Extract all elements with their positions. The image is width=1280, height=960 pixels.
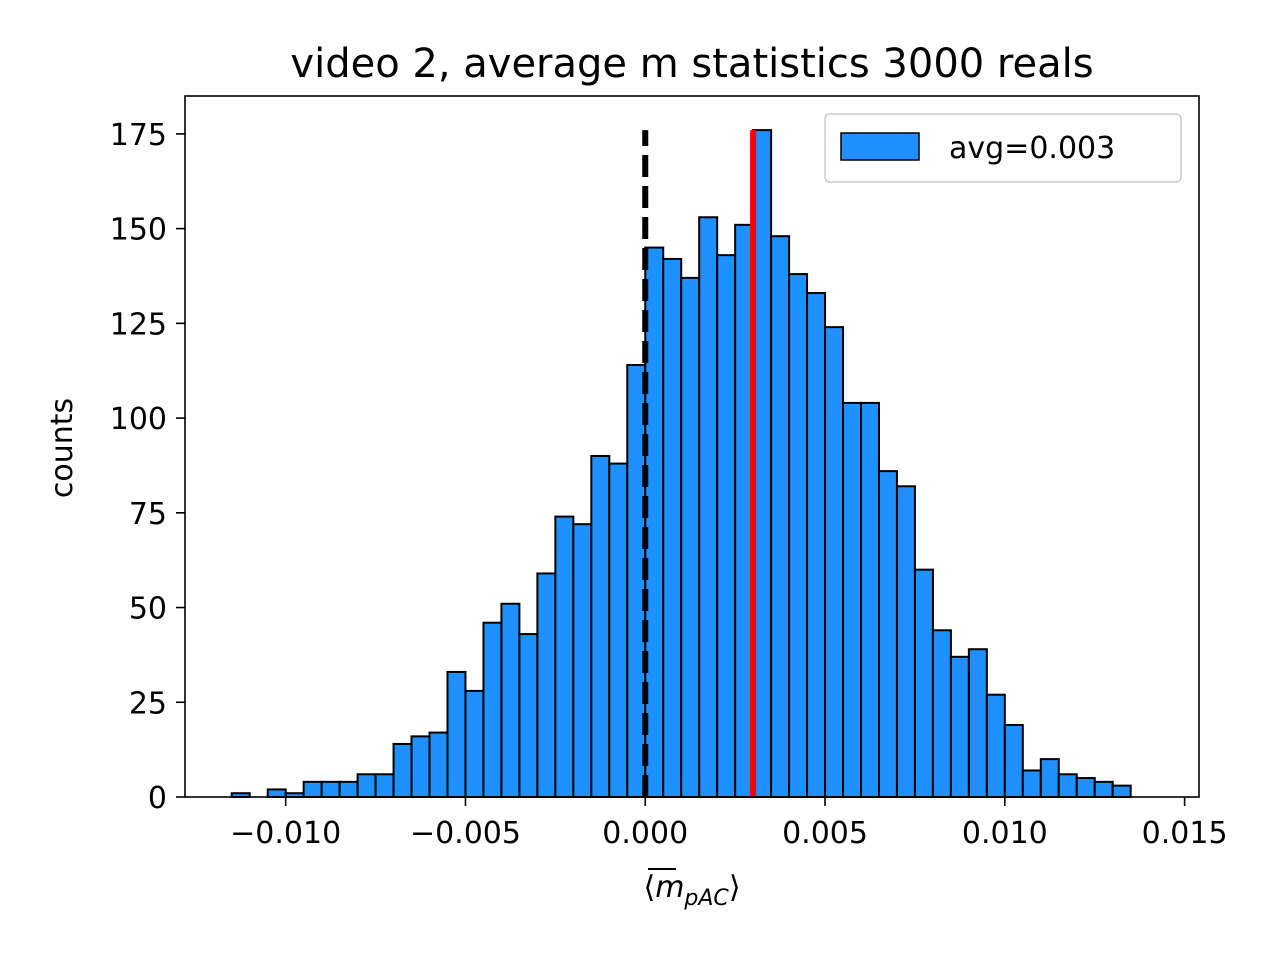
- plot-frame: [184, 95, 1200, 798]
- histogram-bar: [1111, 784, 1132, 799]
- histogram-bar: [967, 648, 988, 798]
- histogram-bar: [410, 735, 431, 799]
- histogram-bar: [1003, 724, 1024, 799]
- histogram-bar: [985, 693, 1006, 798]
- histogram-bar: [608, 462, 629, 798]
- histogram-bar: [572, 523, 593, 799]
- histogram-bar: [500, 602, 521, 798]
- histogram-bar: [698, 216, 719, 799]
- histogram-bar: [590, 454, 611, 798]
- histogram-bar: [770, 235, 791, 798]
- histogram-bar: [931, 629, 952, 799]
- histogram-bar: [877, 470, 898, 798]
- x-axis-ticks: −0.010 −0.005 0.000 0.005 0.010 0.015: [230, 797, 1228, 851]
- histogram-bar: [1039, 758, 1060, 798]
- x-axis-label: ⟨mpAC⟩: [643, 870, 740, 911]
- histogram-bar: [320, 780, 341, 799]
- y-tick-label: 125: [110, 307, 167, 342]
- histogram-bar: [446, 670, 467, 799]
- y-tick-label: 0: [148, 781, 167, 816]
- histogram-bar: [913, 568, 934, 798]
- histogram-bar: [338, 780, 359, 799]
- histogram-bar: [895, 485, 916, 798]
- histogram-bar: [428, 731, 449, 799]
- y-tick-label: 50: [129, 592, 167, 627]
- legend-label: avg=0.003: [949, 131, 1115, 166]
- y-tick-label: 75: [129, 497, 167, 532]
- y-axis-ticks: 0 25 50 75 100 125 150 175: [110, 118, 185, 816]
- histogram-bar: [518, 633, 539, 799]
- histogram-bar: [824, 326, 845, 798]
- histogram-bar: [302, 780, 323, 799]
- legend-swatch: [840, 132, 920, 161]
- x-tick-label: −0.010: [230, 816, 341, 851]
- histogram-bar: [1075, 777, 1096, 799]
- histogram-bar: [842, 401, 863, 798]
- y-tick-label: 25: [129, 686, 167, 721]
- histogram-bar: [949, 655, 970, 798]
- x-label-symbol: m: [655, 870, 684, 905]
- y-axis-label: counts: [45, 398, 80, 498]
- x-label-subscript: pAC: [683, 886, 729, 911]
- chart-title: video 2, average m statistics 3000 reals: [290, 41, 1093, 87]
- histogram-bar: [860, 401, 880, 798]
- histogram-bar: [1057, 773, 1078, 799]
- histogram-bar: [356, 773, 377, 799]
- histogram-bar: [536, 572, 557, 799]
- histogram-bar: [1021, 769, 1042, 798]
- x-tick-label: 0.010: [962, 816, 1048, 851]
- y-tick-label: 100: [110, 402, 167, 437]
- legend-box: [824, 113, 1182, 183]
- histogram-bar: [1093, 780, 1114, 799]
- histogram-bar: [554, 515, 575, 798]
- x-tick-label: 0.000: [602, 816, 688, 851]
- histogram-bar: [374, 773, 395, 799]
- x-tick-label: 0.015: [1142, 816, 1228, 851]
- x-tick-label: −0.005: [410, 816, 521, 851]
- histogram-bar: [788, 273, 809, 798]
- x-label-open: ⟨: [643, 870, 655, 905]
- histogram-bar: [806, 292, 827, 798]
- histogram-bar: [716, 254, 737, 799]
- histogram-bar: [482, 621, 503, 799]
- histogram-bar: [662, 257, 683, 799]
- reference-lines: [642, 130, 757, 797]
- bars-group: [230, 129, 1132, 799]
- histogram-bar: [464, 689, 485, 799]
- histogram-bar: [266, 788, 287, 799]
- x-label-close: ⟩: [729, 870, 741, 905]
- y-tick-label: 150: [110, 213, 167, 248]
- legend: avg=0.003: [824, 113, 1182, 183]
- histogram-bar: [680, 276, 701, 798]
- x-tick-label: 0.005: [782, 816, 868, 851]
- y-tick-label: 175: [110, 118, 167, 153]
- histogram-bar: [392, 742, 413, 799]
